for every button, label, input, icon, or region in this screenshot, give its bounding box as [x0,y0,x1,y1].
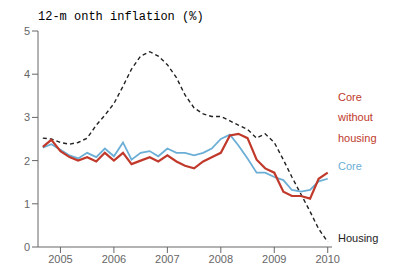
svg-text:2009: 2009 [262,253,286,265]
svg-text:2007: 2007 [155,253,179,265]
svg-text:2008: 2008 [209,253,233,265]
svg-text:2: 2 [24,155,30,167]
html-text:12-m onth inflation (%): 12-m onth inflation (%) [38,10,204,24]
svg-text:2006: 2006 [102,253,126,265]
svg-text:2010: 2010 [315,253,339,265]
html-text:Core: Core [338,160,362,173]
svg-text:4: 4 [24,68,30,80]
svg-text:0: 0 [24,241,30,253]
svg-text:2005: 2005 [48,253,72,265]
html-text:without: without [338,111,373,124]
svg-text:5: 5 [24,26,30,37]
html-text:Core: Core [338,91,362,104]
html-text:housing: housing [338,131,377,144]
svg-text:3: 3 [24,111,30,123]
html-text:Housing: Housing [338,232,379,245]
svg-text:1: 1 [24,198,30,210]
